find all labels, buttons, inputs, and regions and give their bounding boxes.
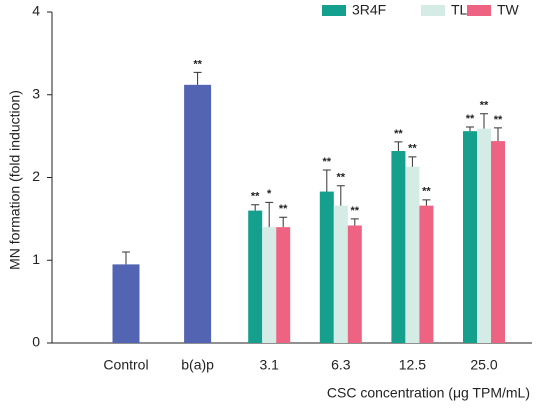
y-tick-label: 3 (32, 85, 40, 101)
significance-label: * (267, 188, 272, 200)
bar (419, 205, 434, 343)
bar (347, 225, 362, 343)
x-axis-title: CSC concentration (μg TPM/mL) (327, 385, 530, 401)
significance-label: ** (323, 156, 332, 168)
significance-label: ** (193, 58, 202, 70)
error-bar (336, 185, 345, 206)
error-bar (265, 201, 274, 228)
x-tick-label: 12.5 (399, 357, 426, 373)
error-bar (350, 218, 359, 226)
significance-label: ** (408, 143, 417, 155)
error-bar (394, 141, 403, 152)
bar (391, 151, 406, 343)
significance-label: ** (494, 114, 503, 126)
x-tick-label: 25.0 (470, 357, 497, 373)
x-tick-label: b(a)p (181, 357, 214, 373)
significance-label: ** (466, 113, 475, 125)
error-bar (494, 127, 502, 142)
legend-label: TW (497, 2, 520, 18)
significance-label: ** (422, 186, 431, 198)
y-tick-label: 0 (32, 334, 40, 350)
significance-label: ** (279, 203, 288, 215)
y-tick-label: 4 (32, 3, 40, 19)
legend-label: TL (451, 2, 468, 18)
x-tick-label: Control (103, 357, 148, 373)
bar (333, 205, 348, 343)
error-bar (193, 71, 202, 85)
bar (112, 264, 140, 343)
error-bar (122, 251, 130, 265)
error-bar (322, 169, 331, 192)
y-tick-label: 2 (32, 168, 40, 184)
x-tick-label: 6.3 (331, 357, 351, 373)
y-axis-title: MN formation (fold induction) (7, 90, 23, 270)
error-bar (480, 113, 488, 129)
bar (477, 128, 491, 343)
error-bar (279, 216, 288, 228)
significance-label: ** (251, 191, 260, 203)
error-bar (408, 156, 417, 167)
significance-label: ** (480, 100, 489, 112)
bar (248, 210, 263, 343)
bar (491, 141, 505, 343)
error-bar (251, 204, 260, 211)
legend-swatch (322, 5, 346, 16)
error-bar (466, 126, 474, 132)
legend-swatch (421, 5, 445, 16)
bar (319, 191, 334, 343)
bar (262, 227, 277, 343)
y-tick-label: 1 (32, 251, 40, 267)
significance-label: ** (394, 128, 403, 140)
x-tick-label: 3.1 (259, 357, 279, 373)
legend-swatch (467, 5, 491, 16)
bar (405, 166, 420, 343)
bar (463, 131, 477, 343)
significance-label: ** (337, 172, 346, 184)
error-bar (422, 199, 431, 206)
significance-label: ** (351, 205, 360, 217)
legend-label: 3R4F (352, 2, 386, 18)
bar (184, 84, 212, 343)
bar (276, 227, 291, 343)
